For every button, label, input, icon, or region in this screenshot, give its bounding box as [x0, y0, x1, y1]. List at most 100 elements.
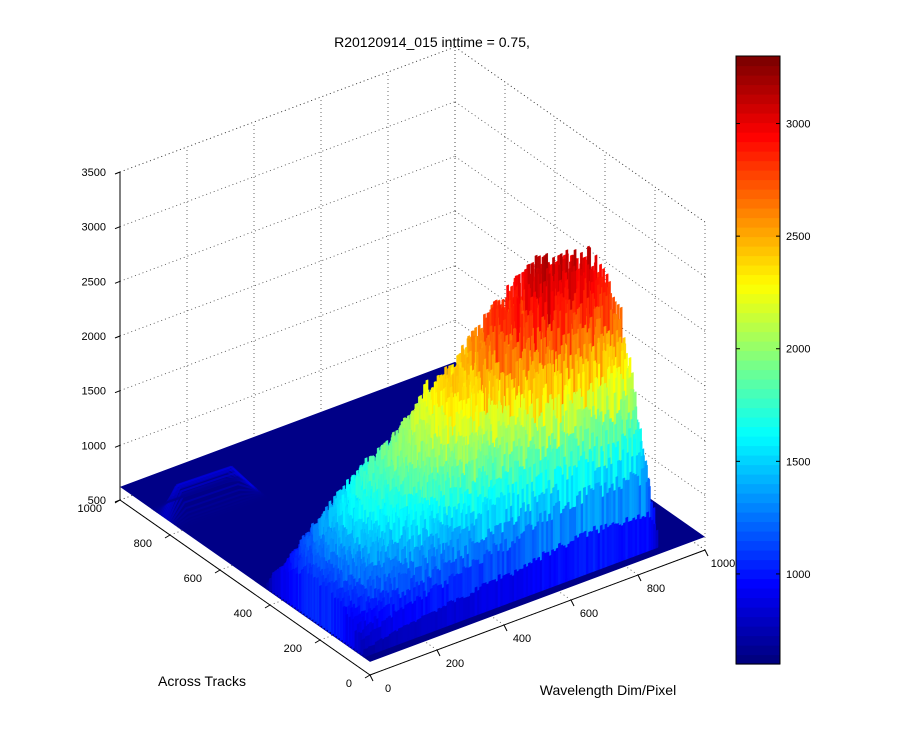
surface-strip [357, 631, 361, 654]
surface-strip [586, 536, 589, 575]
surface-strip [472, 592, 476, 617]
surface-strip [307, 572, 311, 619]
x-axis-label: Wavelength Dim/Pixel [540, 682, 676, 698]
surface-strip [560, 544, 564, 585]
colorbar-step [736, 388, 780, 399]
surface-strip [481, 582, 485, 614]
surface-ridge-strip [171, 488, 260, 525]
surface-strip [269, 577, 272, 592]
surface-strip [544, 552, 547, 591]
x-tick-label: 1000 [711, 558, 735, 570]
colorbar-step [736, 597, 780, 608]
surface-strip [483, 582, 487, 613]
surface-strip [409, 621, 413, 641]
surface-strip [637, 514, 640, 556]
surface-strip [298, 573, 302, 613]
surface-strip [386, 635, 390, 649]
surface-strip [553, 550, 557, 587]
surface-strip [336, 597, 340, 640]
colorbar-step [736, 474, 780, 485]
colorbar-step [736, 654, 780, 665]
surface-strip [275, 571, 278, 596]
x-tick-label: 400 [513, 633, 531, 645]
surface-strip [611, 522, 615, 566]
x-tick-mark [436, 649, 441, 657]
surface-strip [289, 569, 293, 607]
surface-strip [504, 573, 508, 605]
colorbar-step [736, 331, 780, 342]
wall-gridline [119, 210, 456, 337]
colorbar-step [736, 531, 780, 542]
colorbar-step [736, 179, 780, 190]
wall-gridline [454, 156, 706, 332]
colorbar-step [736, 293, 780, 304]
surface-strip [368, 645, 371, 656]
surface-strip [618, 524, 622, 563]
surface-strip [625, 516, 629, 560]
surface-strip [516, 570, 520, 601]
colorbar-step [736, 360, 780, 371]
x-tick-mark [570, 599, 575, 607]
colorbar-step [736, 227, 780, 238]
surface-strip [490, 579, 494, 611]
colorbar-step [736, 607, 780, 618]
surface-strip [509, 574, 513, 604]
surface-strip [655, 529, 659, 549]
z-tick-mark [114, 335, 121, 339]
surface-strip [405, 624, 408, 643]
surface-strip [381, 638, 385, 651]
surface-strip [460, 596, 464, 622]
surface-strip [446, 601, 450, 627]
z-tick-label: 500 [88, 495, 106, 507]
surface-strip [532, 557, 536, 595]
surface-strip [528, 562, 531, 597]
surface-strip [393, 630, 397, 647]
surface-strip [313, 576, 316, 623]
surface-ridge-strip [174, 492, 263, 527]
surface-strip [407, 623, 411, 642]
surface-strip [579, 532, 582, 578]
surface-strip [266, 581, 269, 590]
x-tick-mark [369, 674, 374, 682]
surface-strip [328, 584, 331, 633]
surface-strip [325, 585, 328, 631]
surface-ridge-strip [151, 475, 239, 510]
box-edge [454, 46, 706, 223]
colorbar-step [736, 246, 780, 257]
colorbar-step [736, 645, 780, 656]
surface-strip [606, 526, 610, 567]
colorbar-step [736, 141, 780, 152]
surface-strip [465, 596, 469, 620]
surface-strip [497, 573, 501, 608]
colorbar-step [736, 626, 780, 637]
box-edge [119, 46, 456, 173]
surface-strip [301, 569, 305, 615]
z-tick-label: 2000 [82, 331, 106, 343]
surface-strip [644, 516, 647, 553]
colorbar-step [736, 407, 780, 418]
surface-strip [374, 641, 378, 654]
z-tick-label: 3500 [82, 167, 106, 179]
surface-strip [567, 543, 571, 582]
colorbar-step [736, 217, 780, 228]
colorbar-step [736, 578, 780, 589]
colorbar-step [736, 455, 780, 466]
surface-strip [398, 627, 401, 645]
surface-strip [453, 601, 457, 624]
surface-strip [486, 583, 489, 612]
surface-strip [551, 549, 554, 588]
colorbar-step [736, 132, 780, 143]
surface-strip [412, 620, 415, 640]
surface-strip [467, 595, 471, 619]
surface-strip [272, 571, 275, 594]
surface-strip [333, 597, 337, 638]
colorbar-step [736, 236, 780, 247]
colorbar-tick-label: 2500 [786, 231, 810, 243]
colorbar-step [736, 588, 780, 599]
surface-strip [537, 556, 540, 593]
surface-strip [597, 532, 601, 571]
surface-strip [646, 511, 649, 553]
surface-strip [574, 535, 578, 579]
colorbar-step [736, 398, 780, 409]
